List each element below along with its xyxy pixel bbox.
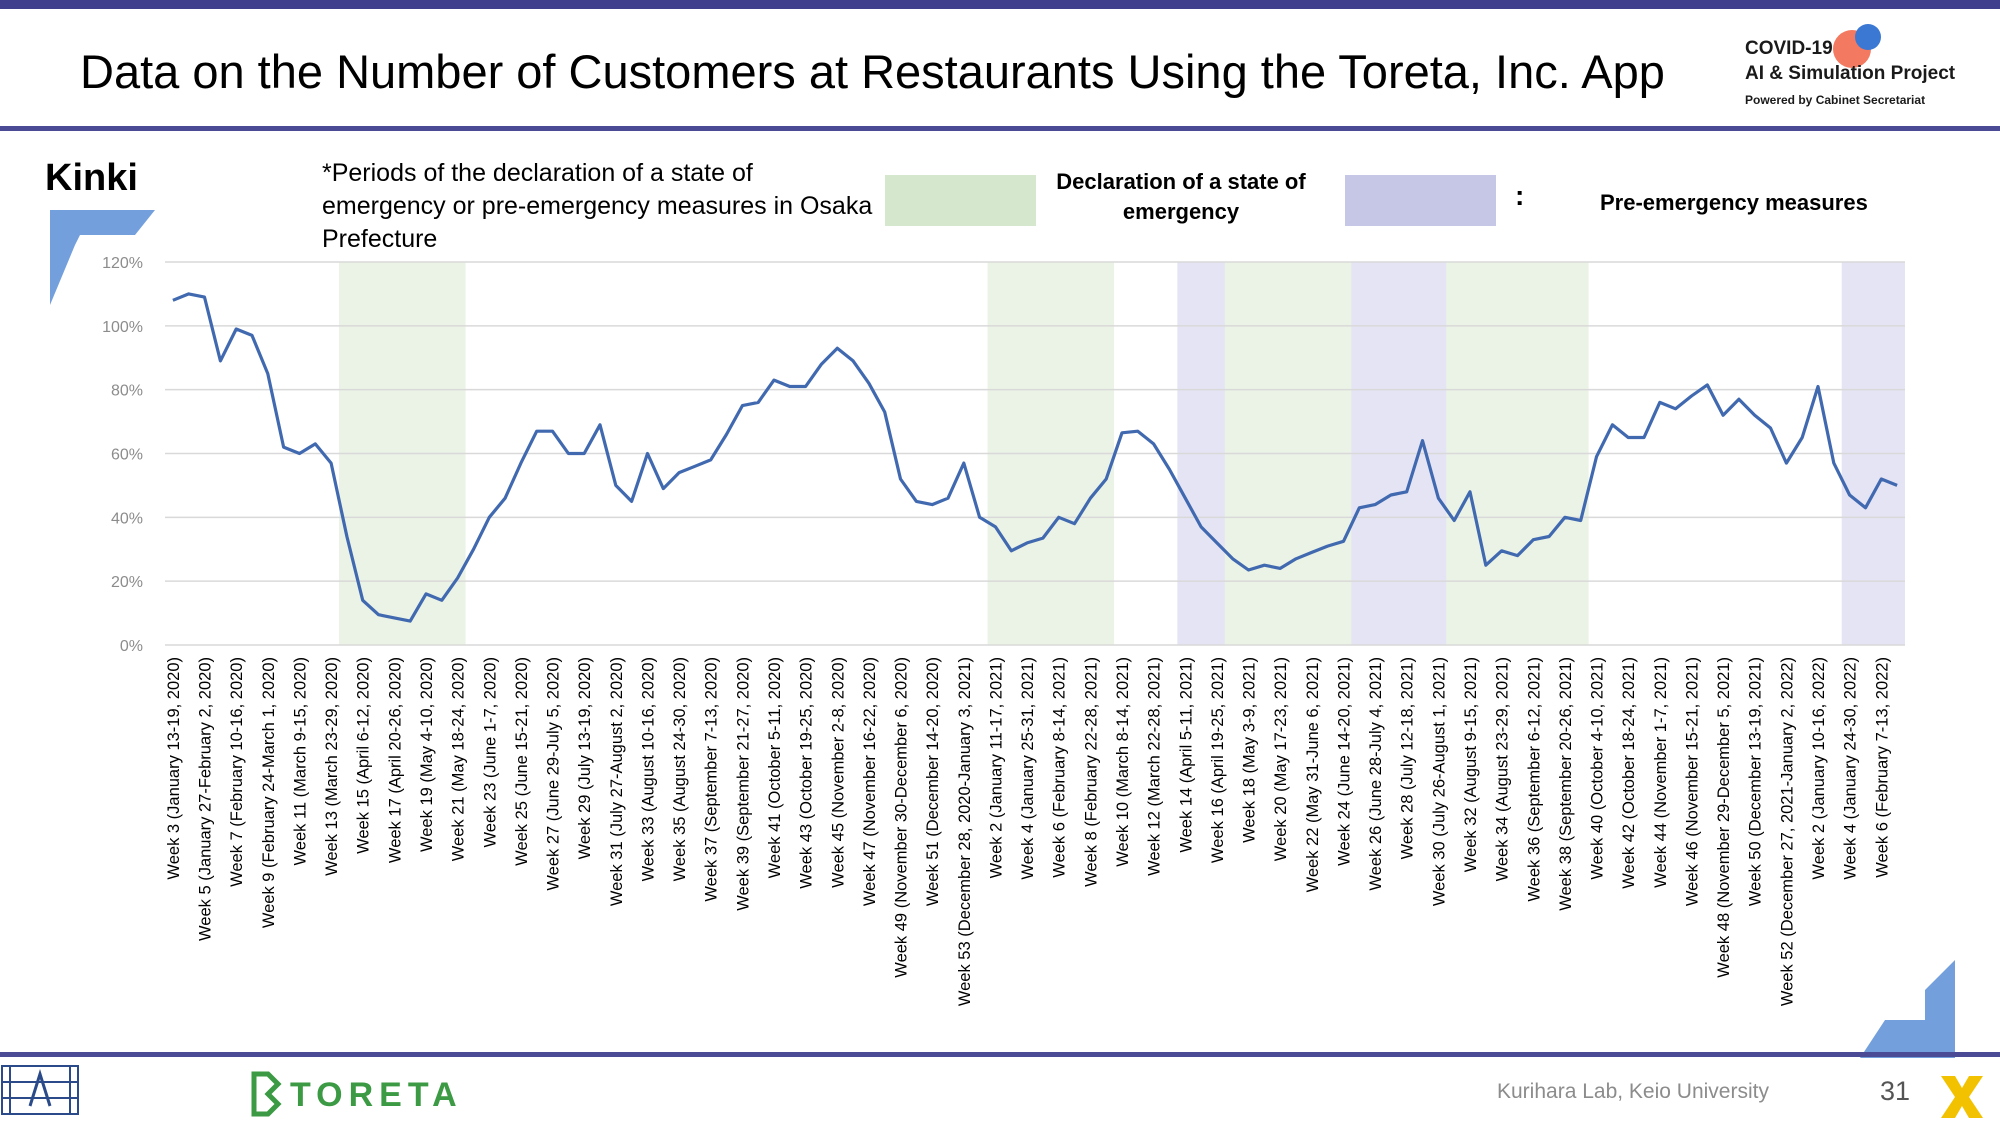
x-tick-label: Week 37 (September 7-13, 2020) — [703, 657, 721, 902]
x-tick-label: Week 13 (March 23-29, 2020) — [323, 657, 341, 876]
x-tick-label: Week 39 (September 21-27, 2020) — [734, 657, 752, 911]
x-tick-label: Week 25 (June 15-21, 2020) — [513, 657, 531, 866]
x-tick-label: Week 42 (October 18-24, 2021) — [1620, 657, 1638, 889]
legend-emergency-label: Declaration of a state of emergency — [1056, 169, 1306, 224]
toreta-mark-icon — [251, 1071, 282, 1117]
y-tick-label: 80% — [111, 383, 143, 400]
x-tick-label: Week 36 (September 6-12, 2021) — [1525, 657, 1543, 902]
x-tick-label: Week 4 (January 25-31, 2021) — [1019, 657, 1037, 880]
series-line — [172, 292, 1898, 623]
region-label: Kinki — [45, 157, 138, 199]
toreta-logo: TORETA — [248, 1070, 457, 1120]
x-tick-label: Week 49 (November 30-December 6, 2020) — [893, 657, 911, 978]
x-tick-label: Week 2 (January 10-16, 2022) — [1810, 657, 1828, 880]
x-tick-label: Week 20 (May 17-23, 2021) — [1272, 657, 1290, 861]
legend-separator: : — [1515, 180, 1525, 211]
x-tick-label: Week 52 (December 27, 2021-January 2, 20… — [1778, 657, 1796, 1006]
keio-institution-logo — [1, 1065, 79, 1115]
corner-decoration-icon — [1860, 960, 1955, 1058]
x-tick-label: Week 21 (May 18-24, 2020) — [450, 657, 468, 861]
x-tick-label: Week 46 (November 15-21, 2021) — [1683, 657, 1701, 906]
x-tick-label: Week 14 (April 5-11, 2021) — [1177, 657, 1195, 853]
project-line2: AI & Simulation Project — [1745, 63, 1956, 84]
x-tick-label: Week 47 (November 16-22, 2020) — [861, 657, 879, 906]
page-title: Data on the Number of Customers at Resta… — [80, 45, 1665, 98]
x-tick-label: Week 16 (April 19-25, 2021) — [1209, 657, 1227, 863]
legend-pre-swatch — [1345, 175, 1496, 226]
x-tick-label: Week 2 (January 11-17, 2021) — [987, 657, 1005, 878]
corner-decoration-icon — [50, 210, 155, 305]
x-tick-label: Week 24 (June 14-20, 2021) — [1335, 657, 1353, 866]
top-accent-bar — [0, 0, 2000, 9]
lab-credit: Kurihara Lab, Keio University — [1497, 1080, 1769, 1103]
x-tick-label: Week 30 (July 26-August 1, 2021) — [1430, 657, 1448, 906]
x-tick-label: Week 15 (April 6-12, 2020) — [355, 657, 373, 854]
covid-project-logo: COVID-19 AI & Simulation Project Powered… — [1745, 24, 1985, 115]
x-tick-label: Week 50 (December 13-19, 2021) — [1747, 657, 1765, 906]
toreta-wordmark: TORETA — [290, 1076, 463, 1114]
x-tick-label: Week 31 (July 27-August 2, 2020) — [608, 657, 626, 906]
x-tick-label: Week 44 (November 1-7, 2021) — [1652, 657, 1670, 888]
x-tick-label: Week 34 (August 23-29, 2021) — [1494, 657, 1512, 881]
page-number: 31 — [1880, 1076, 1911, 1106]
x-tick-label: Week 8 (February 22-28, 2021) — [1082, 657, 1100, 887]
x-tick-label: Week 33 (August 10-16, 2020) — [639, 657, 657, 881]
x-tick-label: Week 28 (July 12-18, 2021) — [1399, 657, 1417, 859]
y-tick-label: 40% — [111, 510, 143, 527]
x-tick-label: Week 18 (May 3-9, 2021) — [1241, 657, 1259, 843]
legend-emergency-swatch — [885, 175, 1036, 226]
y-tick-label: 100% — [102, 319, 143, 336]
x-tick-label: Week 17 (April 20-26, 2020) — [386, 657, 404, 863]
x-tick-label: Week 4 (January 24-30, 2022) — [1842, 657, 1860, 880]
y-tick-label: 120% — [102, 255, 143, 272]
x-tick-label: Week 40 (October 4-10, 2021) — [1589, 657, 1607, 880]
x-tick-label: Week 3 (January 13-19, 2020) — [165, 657, 183, 880]
legend-pre-label: Pre-emergency measures — [1600, 190, 1868, 215]
x-tick-label: Week 53 (December 28, 2020-January 3, 20… — [956, 657, 974, 1006]
x-tick-label: Week 43 (October 19-25, 2020) — [798, 657, 816, 889]
x-tick-label: Week 12 (March 22-28, 2021) — [1146, 657, 1164, 876]
x-brand-logo — [1941, 1076, 1983, 1118]
x-tick-label: Week 48 (November 29-December 5, 2021) — [1715, 657, 1733, 978]
project-line1: COVID-19 — [1745, 38, 1833, 59]
y-tick-label: 20% — [111, 574, 143, 591]
project-line3: Powered by Cabinet Secretariat — [1745, 93, 1926, 107]
x-tick-label: Week 26 (June 28-July 4, 2021) — [1367, 657, 1385, 891]
y-tick-label: 60% — [111, 447, 143, 464]
header-divider — [0, 126, 2000, 131]
x-tick-label: Week 41 (October 5-11, 2020) — [766, 657, 784, 878]
x-tick-label: Week 38 (September 20-26, 2021) — [1557, 657, 1575, 911]
x-tick-label: Week 5 (January 27-February 2, 2020) — [197, 657, 215, 941]
y-tick-label: 0% — [120, 638, 143, 655]
x-tick-label: Week 7 (February 10-16, 2020) — [228, 657, 246, 887]
x-tick-label: Week 51 (December 14-20, 2020) — [924, 657, 942, 906]
x-tick-label: Week 23 (June 1-7, 2020) — [481, 657, 499, 847]
x-tick-label: Week 19 (May 4-10, 2020) — [418, 657, 436, 852]
x-tick-label: Week 6 (February 8-14, 2021) — [1051, 657, 1069, 878]
footer-divider — [0, 1052, 2000, 1057]
x-tick-label: Week 27 (June 29-July 5, 2020) — [545, 657, 563, 891]
x-tick-label: Week 45 (November 2-8, 2020) — [829, 657, 847, 888]
x-tick-label: Week 9 (February 24-March 1, 2020) — [260, 657, 278, 928]
x-tick-label: Week 32 (August 9-15, 2021) — [1462, 657, 1480, 872]
logo-blue-circle-icon — [1855, 24, 1881, 50]
x-tick-label: Week 6 (February 7-13, 2022) — [1873, 657, 1891, 878]
shading-note: *Periods of the declaration of a state o… — [322, 159, 873, 253]
x-tick-label: Week 29 (July 13-19, 2020) — [576, 657, 594, 859]
x-tick-label: Week 11 (March 9-15, 2020) — [291, 657, 309, 866]
x-tick-label: Week 10 (March 8-14, 2021) — [1114, 657, 1132, 867]
x-tick-label: Week 35 (August 24-30, 2020) — [671, 657, 689, 881]
x-tick-label: Week 22 (May 31-June 6, 2021) — [1304, 657, 1322, 892]
